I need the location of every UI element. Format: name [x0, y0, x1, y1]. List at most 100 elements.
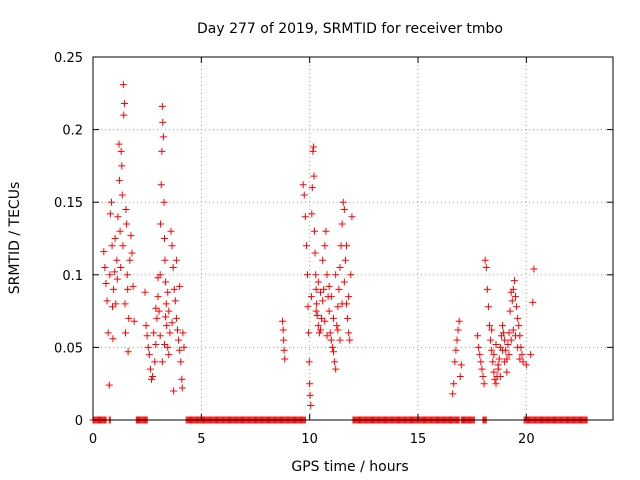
data-point [336, 336, 344, 344]
x-axis-label: GPS time / hours [291, 459, 408, 475]
data-point [310, 227, 318, 235]
data-point [321, 317, 329, 325]
data-point [334, 326, 342, 334]
data-point [509, 285, 517, 293]
data-point [162, 300, 170, 308]
data-point [499, 322, 506, 330]
data-point [128, 249, 136, 257]
data-point [514, 314, 522, 322]
data-point [118, 162, 126, 170]
data-point [107, 198, 115, 206]
data-point [105, 381, 113, 389]
data-point [510, 277, 518, 285]
data-point [492, 380, 500, 388]
data-point [158, 102, 166, 110]
data-point [113, 256, 121, 264]
data-point [494, 361, 502, 369]
data-point [154, 293, 162, 301]
data-point [490, 368, 498, 376]
data-point [453, 336, 461, 344]
data-point [159, 133, 167, 141]
data-point [346, 336, 354, 344]
data-point [319, 256, 327, 264]
data-point [102, 280, 110, 288]
data-point [122, 205, 130, 213]
data-point [167, 227, 175, 235]
data-point [122, 329, 129, 337]
data-point [155, 307, 163, 315]
data-point [305, 358, 313, 366]
data-point [300, 191, 308, 199]
x-tick-label: 5 [197, 432, 205, 447]
data-point [339, 198, 347, 206]
y-tick-label: 0.1 [62, 269, 83, 284]
data-point [109, 335, 117, 343]
data-point [482, 264, 490, 272]
data-point [323, 271, 331, 279]
data-point [335, 285, 343, 293]
data-point [343, 242, 350, 250]
data-point [312, 285, 320, 293]
data-point [481, 256, 489, 264]
data-point [512, 293, 519, 301]
data-point [161, 256, 169, 264]
data-point [144, 343, 152, 351]
data-point [176, 282, 184, 290]
data-point [492, 340, 500, 348]
data-point [106, 210, 114, 218]
data-point [338, 220, 346, 228]
data-point [175, 336, 183, 344]
data-point [164, 343, 172, 351]
data-point [347, 271, 355, 279]
data-point [163, 322, 171, 330]
data-point [120, 99, 128, 107]
data-point [153, 314, 161, 322]
data-point [476, 351, 484, 359]
data-point [477, 358, 485, 366]
data-point [451, 358, 459, 366]
data-point [299, 181, 307, 189]
data-point [509, 326, 517, 334]
data-point [336, 264, 344, 272]
data-point [322, 227, 330, 235]
y-tick-label: 0.05 [54, 341, 83, 356]
data-point [165, 307, 173, 315]
data-point [344, 314, 352, 322]
data-point [109, 303, 116, 311]
data-point [279, 326, 287, 334]
data-point [480, 380, 488, 388]
data-point [178, 375, 186, 383]
data-point [116, 227, 124, 235]
data-point [478, 365, 486, 373]
data-point [325, 282, 333, 290]
data-point [169, 264, 177, 272]
data-point [475, 343, 483, 351]
data-point [306, 380, 314, 388]
data-point [457, 361, 465, 369]
data-point [340, 278, 348, 286]
data-point [486, 322, 493, 330]
data-point [154, 274, 162, 282]
data-point [123, 220, 131, 228]
data-point [124, 348, 132, 356]
data-point [119, 81, 127, 89]
data-point [330, 314, 337, 322]
data-point [158, 147, 166, 155]
data-point [279, 317, 287, 325]
data-point [315, 329, 323, 337]
data-point [327, 293, 335, 301]
data-point [495, 355, 503, 363]
y-tick-label: 0 [75, 414, 83, 429]
data-point [302, 242, 310, 250]
data-point [150, 329, 158, 337]
data-point [141, 288, 149, 296]
data-point [177, 358, 185, 366]
data-point [499, 346, 506, 354]
data-point [152, 304, 160, 312]
data-point [179, 329, 187, 337]
data-point [514, 343, 522, 351]
data-point [103, 297, 111, 305]
data-point [508, 297, 516, 305]
data-point [164, 288, 172, 296]
data-point [505, 351, 513, 359]
